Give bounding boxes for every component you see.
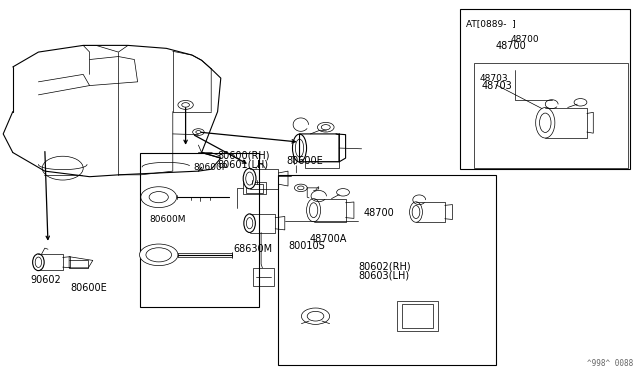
Text: 48703: 48703 xyxy=(480,74,509,83)
Bar xyxy=(474,63,628,168)
Ellipse shape xyxy=(246,218,253,229)
Ellipse shape xyxy=(243,168,256,189)
Text: 80600P: 80600P xyxy=(193,163,227,172)
Text: 68630M: 68630M xyxy=(234,244,273,254)
Text: 80600E: 80600E xyxy=(70,283,107,293)
Text: 80603(LH): 80603(LH) xyxy=(358,270,410,280)
Bar xyxy=(246,184,263,193)
Ellipse shape xyxy=(146,248,172,262)
Ellipse shape xyxy=(244,214,255,232)
Text: ^998^ 0088: ^998^ 0088 xyxy=(588,359,634,368)
Text: 80600E: 80600E xyxy=(286,156,323,166)
Text: 80601(LH): 80601(LH) xyxy=(218,160,269,169)
Text: 80600(RH): 80600(RH) xyxy=(218,150,270,160)
Ellipse shape xyxy=(412,205,420,218)
Ellipse shape xyxy=(140,244,178,266)
Text: 80600M: 80600M xyxy=(149,215,186,224)
Bar xyxy=(140,153,259,307)
Text: 48700: 48700 xyxy=(496,41,527,51)
Text: 48703: 48703 xyxy=(482,81,513,90)
Ellipse shape xyxy=(246,172,253,185)
Text: 48700A: 48700A xyxy=(309,234,346,244)
Text: 80010S: 80010S xyxy=(288,241,324,250)
Text: 90602: 90602 xyxy=(30,275,61,285)
Ellipse shape xyxy=(35,257,42,267)
Ellipse shape xyxy=(410,202,422,222)
Ellipse shape xyxy=(296,139,304,157)
Bar xyxy=(278,175,496,365)
Ellipse shape xyxy=(310,203,318,218)
Bar xyxy=(402,304,433,328)
Bar xyxy=(243,182,266,194)
Text: 48700: 48700 xyxy=(511,35,540,44)
Bar xyxy=(305,161,339,168)
Ellipse shape xyxy=(307,199,321,222)
Text: 48700: 48700 xyxy=(364,208,394,218)
Ellipse shape xyxy=(540,113,551,132)
Bar xyxy=(397,301,438,331)
Text: AT[0889-  ]: AT[0889- ] xyxy=(466,19,516,28)
Ellipse shape xyxy=(33,254,44,271)
Ellipse shape xyxy=(292,134,307,162)
Bar xyxy=(253,268,274,286)
Bar xyxy=(460,9,630,169)
Ellipse shape xyxy=(536,108,555,138)
Text: 80602(RH): 80602(RH) xyxy=(358,262,411,272)
